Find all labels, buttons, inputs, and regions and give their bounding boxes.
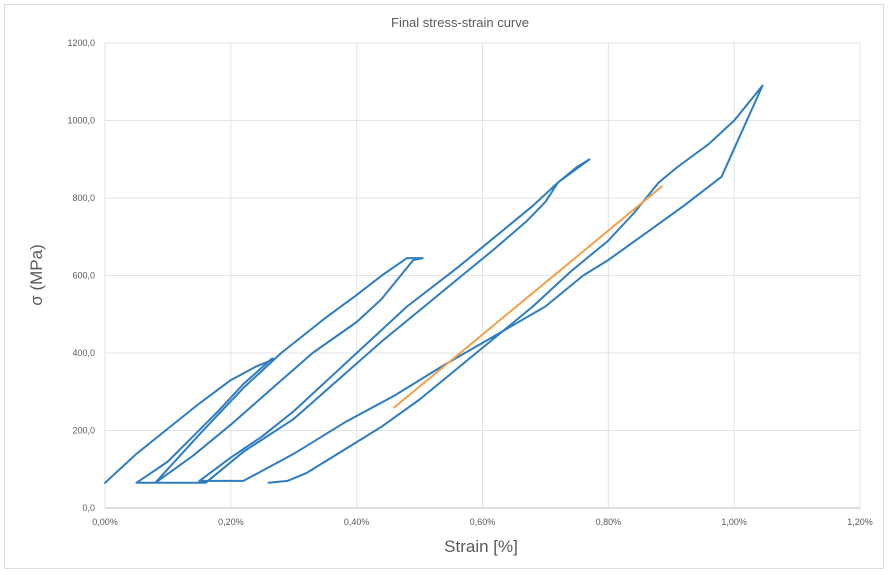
x-tick-label: 1,20% — [847, 517, 873, 527]
x-tick-label: 1,00% — [721, 517, 747, 527]
y-tick-label: 0,0 — [82, 503, 95, 513]
tick-layer: 0,00% 0,20% 0,40% 0,60% 0,80% 1,00% 1,20% 0,0 20… — [67, 38, 872, 527]
x-tick-label: 0,80% — [596, 517, 622, 527]
x-tick-label: 0,40% — [344, 517, 370, 527]
y-tick-label: 1200,0 — [67, 38, 95, 48]
x-tick-label: 0,60% — [470, 517, 496, 527]
y-tick-label: 600,0 — [72, 271, 95, 281]
x-tick-label: 0,00% — [92, 517, 118, 527]
y-tick-label: 1000,0 — [67, 116, 95, 126]
grid-layer — [104, 42, 861, 509]
y-tick-label: 800,0 — [72, 193, 95, 203]
y-tick-label: 200,0 — [72, 426, 95, 436]
chart-title: Final stress-strain curve — [391, 15, 529, 30]
x-tick-label: 0,20% — [218, 517, 244, 527]
chart-frame — [4, 4, 884, 569]
elastic-reference-line — [393, 185, 663, 409]
stress-strain-series-line — [104, 84, 764, 484]
y-axis-label: σ (MPa) — [27, 244, 46, 306]
series-layer — [104, 84, 764, 484]
x-axis-label: Strain [%] — [444, 537, 518, 556]
y-tick-label: 400,0 — [72, 348, 95, 358]
